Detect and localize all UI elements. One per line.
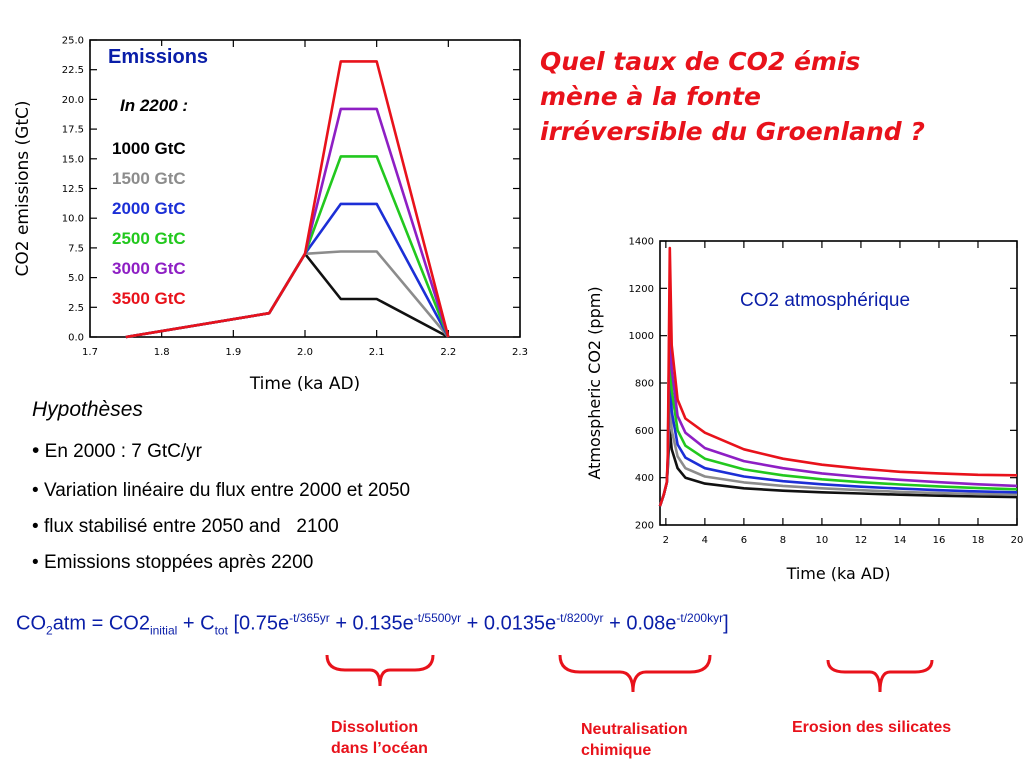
co2-formula: CO2atm = CO2initial + Ctot [0.75e-t/365y…: [16, 611, 729, 638]
atmospheric-co2-chart: 200 400 600 800 1000 1200 1400 2 4 6 8 10 12 14 16 18 20…: [585, 237, 1024, 584]
brace-label-line: Neutralisation: [581, 721, 688, 738]
x-tick-label: 1.7: [82, 347, 98, 358]
x-tick-label: 14: [894, 535, 907, 546]
y-tick-label: 1400: [629, 237, 654, 248]
hypothesis-item: • En 2000 : 7 GtC/yr: [32, 439, 202, 462]
x-tick-label: 2.2: [440, 347, 456, 358]
y-tick-label: 10.0: [62, 214, 84, 225]
brace-dissolution: [325, 654, 435, 687]
question-line: irréversible du Groenland ?: [540, 117, 925, 146]
x-tick-label: 4: [702, 535, 708, 546]
y-tick-label: 12.5: [62, 184, 84, 195]
emissions-legend-subtitle: In 2200 :: [120, 96, 189, 115]
y-tick-label: 20.0: [62, 95, 84, 106]
x-tick-label: 2.1: [369, 347, 385, 358]
x-tick-label: 2.3: [512, 347, 528, 358]
brace-label-line: chimique: [581, 742, 652, 759]
legend-item-2000: 2000 GtC: [112, 199, 186, 218]
series-line: [125, 60, 450, 339]
brace-label-neutralisation: Neutralisation chimique: [581, 719, 688, 761]
brace-label-line: dans l’océan: [331, 740, 428, 757]
brace-silicates: [826, 659, 934, 693]
x-tick-label: 16: [933, 535, 946, 546]
x-tick-label: 12: [855, 535, 868, 546]
x-tick-label: 1.9: [225, 347, 241, 358]
y-tick-label: 25.0: [62, 36, 84, 47]
x-tick-label: 6: [741, 535, 747, 546]
legend-item-2500: 2500 GtC: [112, 229, 186, 248]
brace-label-dissolution: Dissolution dans l’océan: [331, 717, 428, 759]
y-tick-label: 200: [635, 521, 654, 532]
braces: [325, 654, 934, 693]
brace-neutralisation: [558, 654, 712, 693]
y-tick-label: 600: [635, 426, 654, 437]
y-tick-label: 7.5: [68, 243, 84, 254]
y-tick-label: 1200: [629, 284, 654, 295]
question-line: mène à la fonte: [540, 82, 761, 111]
x-axis-label: Time (ka AD): [786, 564, 891, 583]
x-tick-label: 10: [816, 535, 829, 546]
legend-item-3000: 3000 GtC: [112, 259, 186, 278]
y-tick-label: 15.0: [62, 154, 84, 165]
y-tick-label: 800: [635, 379, 654, 390]
hypothesis-item: • Emissions stoppées après 2200: [32, 552, 314, 573]
y-tick-label: 1000: [629, 331, 654, 342]
emissions-chart: 0.0 2.5 5.0 7.5 10.0 12.5 15.0 17.5 20.0 22.5 25.0…: [13, 36, 528, 395]
atmospheric-co2-label: CO2 atmosphérique: [740, 290, 911, 311]
y-tick-label: 2.5: [68, 303, 84, 314]
question-line: Quel taux de CO2 émis: [540, 47, 861, 76]
x-tick-label: 20: [1011, 535, 1024, 546]
series-line: [658, 246, 1018, 507]
y-axis-label: Atmospheric CO2 (ppm): [585, 286, 604, 479]
x-tick-label: 18: [972, 535, 985, 546]
emissions-legend-title: Emissions: [104, 46, 213, 69]
y-tick-label: 0.0: [68, 333, 84, 344]
legend-item-3500: 3500 GtC: [112, 289, 186, 308]
x-tick-label: 1.8: [154, 347, 170, 358]
y-tick-label: 22.5: [62, 65, 84, 76]
legend-item-1000: 1000 GtC: [112, 139, 186, 158]
hypotheses-title: Hypothèses: [32, 398, 143, 421]
x-tick-label: 2.0: [297, 347, 313, 358]
y-tick-label: 17.5: [62, 125, 84, 136]
y-axis-label: CO2 emissions (GtC): [13, 100, 33, 276]
x-tick-label: 8: [780, 535, 786, 546]
brace-label-line: Erosion des silicates: [792, 719, 952, 736]
brace-label-silicates: Erosion des silicates: [792, 717, 951, 738]
y-tick-label: 5.0: [68, 273, 84, 284]
question-text: Quel taux de CO2 émis mène à la fonte ir…: [540, 44, 1010, 149]
hypothesis-item: • flux stabilisé entre 2050 and 2100: [32, 516, 339, 537]
hypothesis-item: • Variation linéaire du flux entre 2000 …: [32, 480, 411, 501]
y-tick-label: 400: [635, 473, 654, 484]
legend-item-1500: 1500 GtC: [112, 169, 186, 188]
x-axis-label: Time (ka AD): [249, 374, 360, 394]
x-tick-label: 2: [663, 535, 669, 546]
brace-label-line: Dissolution: [331, 719, 419, 736]
